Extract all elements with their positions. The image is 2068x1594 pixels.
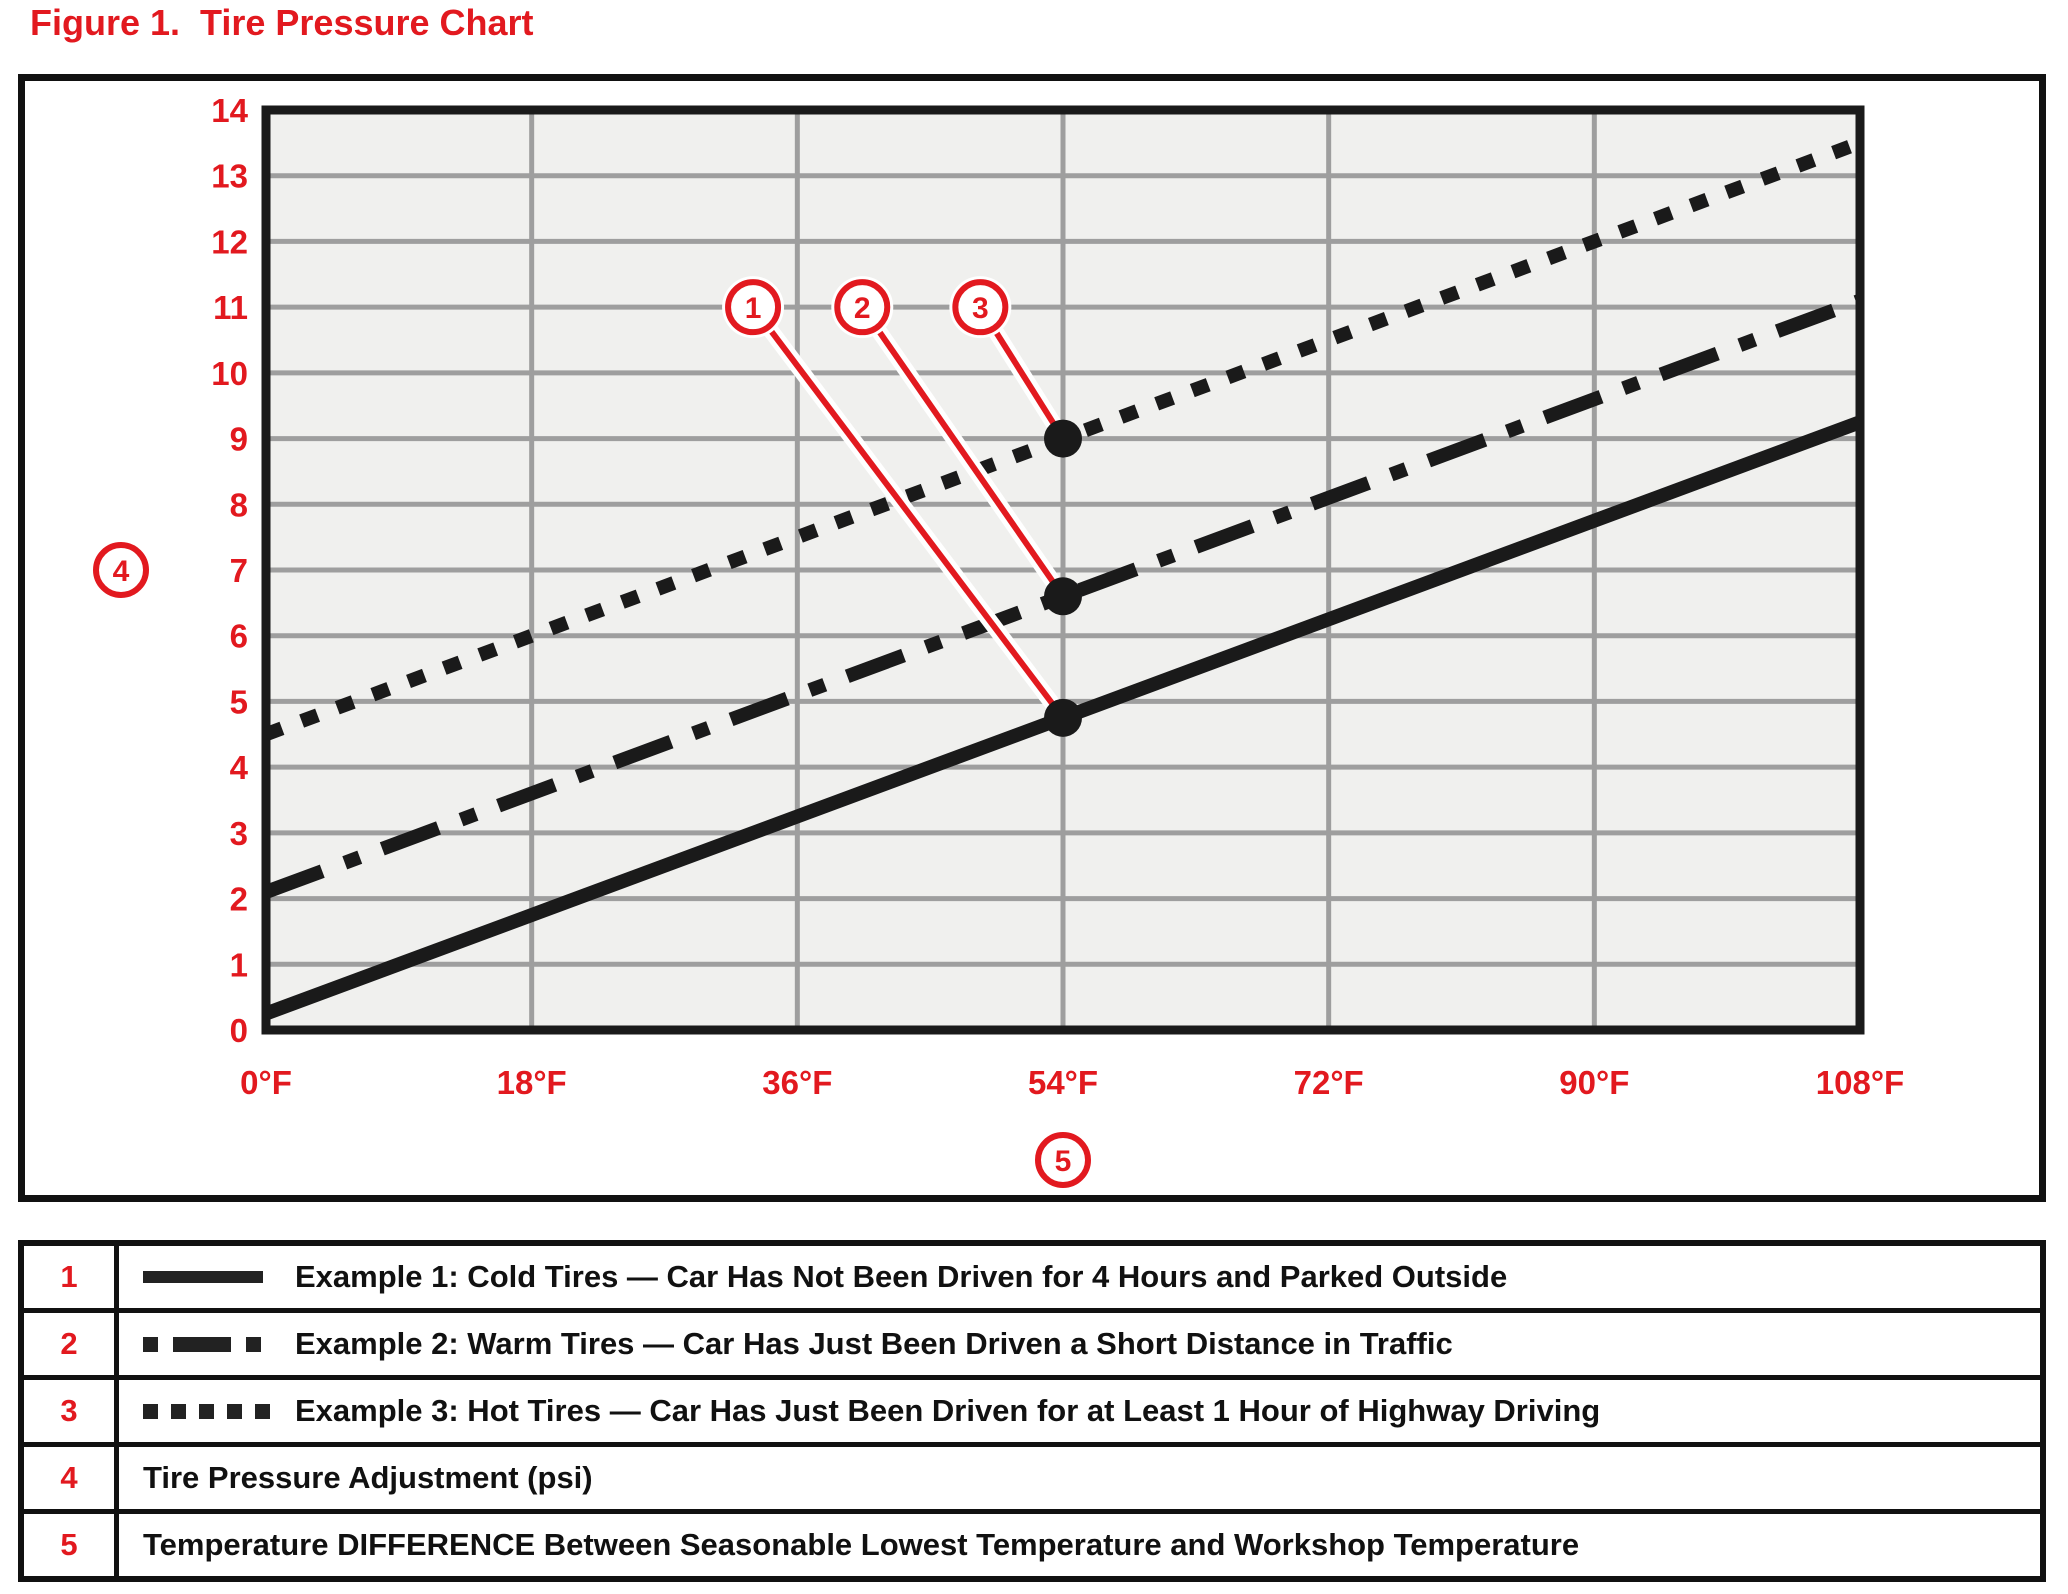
swatch-box bbox=[143, 1403, 295, 1419]
swatch-dot bbox=[143, 1403, 158, 1419]
swatch-dot bbox=[199, 1403, 214, 1419]
legend-row-label: Tire Pressure Adjustment (psi) bbox=[143, 1460, 593, 1495]
swatch-box bbox=[143, 1336, 295, 1352]
callout-number-5: 5 bbox=[1055, 1145, 1072, 1178]
callout-leader-line bbox=[992, 329, 1066, 441]
legend-row-label: Example 3: Hot Tires — Car Has Just Been… bbox=[295, 1393, 1601, 1428]
legend-row-y-axis-meaning: 4 Tire Pressure Adjustment (psi) bbox=[24, 1442, 2040, 1509]
series-line-dash-dot bbox=[263, 294, 1863, 899]
y-tick-label: 11 bbox=[213, 289, 248, 326]
legend-row-content: Example 3: Hot Tires — Car Has Just Been… bbox=[119, 1380, 2040, 1442]
legend-row-number: 1 bbox=[24, 1246, 119, 1308]
y-tick-label: 8 bbox=[230, 486, 248, 523]
callout-circle-3 bbox=[952, 279, 1009, 336]
y-tick-label: 6 bbox=[230, 618, 248, 655]
swatch-dot bbox=[227, 1403, 242, 1419]
legend-row-content: Tire Pressure Adjustment (psi) bbox=[119, 1447, 2040, 1509]
swatch-box bbox=[143, 1271, 295, 1283]
legend-row-number: 3 bbox=[24, 1380, 119, 1442]
y-tick-label: 13 bbox=[211, 158, 248, 195]
figure-title: Figure 1. Tire Pressure Chart bbox=[30, 2, 534, 43]
legend-row-content: Temperature DIFFERENCE Between Seasonabl… bbox=[119, 1514, 2040, 1576]
data-point-marker bbox=[1044, 698, 1082, 737]
data-point-marker bbox=[1044, 419, 1082, 458]
data-point-marker bbox=[1044, 577, 1082, 616]
swatch-dot bbox=[255, 1403, 270, 1419]
x-tick-label: 36°F bbox=[762, 1064, 832, 1101]
y-tick-label: 1 bbox=[230, 946, 248, 983]
dotted-line-swatch-icon bbox=[143, 1403, 270, 1419]
y-tick-label: 7 bbox=[230, 552, 248, 589]
callout-circle-1 bbox=[725, 279, 782, 336]
y-tick-label: 2 bbox=[230, 881, 248, 918]
callout-circle-5 bbox=[1035, 1132, 1091, 1188]
legend-row-number: 5 bbox=[24, 1514, 119, 1576]
legend-row-x-axis-meaning: 5 Temperature DIFFERENCE Between Seasona… bbox=[24, 1509, 2040, 1576]
callout-number-4: 4 bbox=[113, 555, 130, 588]
callout-circle-4 bbox=[93, 542, 149, 598]
y-tick-label: 9 bbox=[230, 421, 248, 458]
legend-table: 1 Example 1: Cold Tires — Car Has Not Be… bbox=[18, 1240, 2046, 1582]
swatch-dot bbox=[143, 1336, 158, 1352]
y-tick-label: 10 bbox=[211, 355, 248, 392]
x-tick-label: 90°F bbox=[1559, 1064, 1629, 1101]
legend-row-content: Example 1: Cold Tires — Car Has Not Been… bbox=[119, 1246, 2040, 1308]
callout-number-3: 3 bbox=[972, 292, 989, 325]
callout-leader-line bbox=[767, 327, 1066, 720]
legend-row-hot-tires: 3 Example 3: Hot Tires — Car Has Just Be… bbox=[24, 1375, 2040, 1442]
legend-row-number: 4 bbox=[24, 1447, 119, 1509]
y-tick-label: 12 bbox=[211, 223, 248, 260]
legend-row-label: Temperature DIFFERENCE Between Seasonabl… bbox=[143, 1527, 1580, 1562]
y-tick-label: 14 bbox=[211, 92, 248, 129]
callout-number-1: 1 bbox=[745, 292, 762, 325]
plot-border bbox=[261, 105, 1865, 1035]
swatch-dot bbox=[171, 1403, 186, 1419]
legend-row-number: 2 bbox=[24, 1313, 119, 1375]
legend-row-label: Example 2: Warm Tires — Car Has Just Bee… bbox=[295, 1326, 1453, 1361]
y-tick-label: 3 bbox=[230, 815, 248, 852]
dash-dot-line-swatch-icon bbox=[143, 1336, 261, 1352]
x-tick-label: 72°F bbox=[1294, 1064, 1364, 1101]
swatch-dash bbox=[173, 1336, 231, 1352]
swatch-dot bbox=[246, 1336, 261, 1352]
callout-leader-line bbox=[875, 328, 1066, 598]
legend-row-label: Example 1: Cold Tires — Car Has Not Been… bbox=[295, 1259, 1508, 1294]
callout-number-2: 2 bbox=[854, 292, 871, 325]
x-tick-label: 18°F bbox=[497, 1064, 567, 1101]
y-tick-label: 5 bbox=[230, 683, 248, 720]
callout-circle-2 bbox=[834, 279, 891, 336]
legend-row-cold-tires: 1 Example 1: Cold Tires — Car Has Not Be… bbox=[24, 1246, 2040, 1308]
x-tick-label: 0°F bbox=[240, 1064, 292, 1101]
legend-row-content: Example 2: Warm Tires — Car Has Just Bee… bbox=[119, 1313, 2040, 1375]
y-tick-label: 0 bbox=[230, 1012, 248, 1049]
solid-line-swatch-icon bbox=[143, 1271, 263, 1283]
x-tick-label: 54°F bbox=[1028, 1064, 1098, 1101]
legend-row-warm-tires: 2 Example 2: Warm Tires — Car Has Just B… bbox=[24, 1308, 2040, 1375]
y-tick-label: 4 bbox=[230, 749, 249, 786]
x-tick-label: 108°F bbox=[1816, 1064, 1904, 1101]
